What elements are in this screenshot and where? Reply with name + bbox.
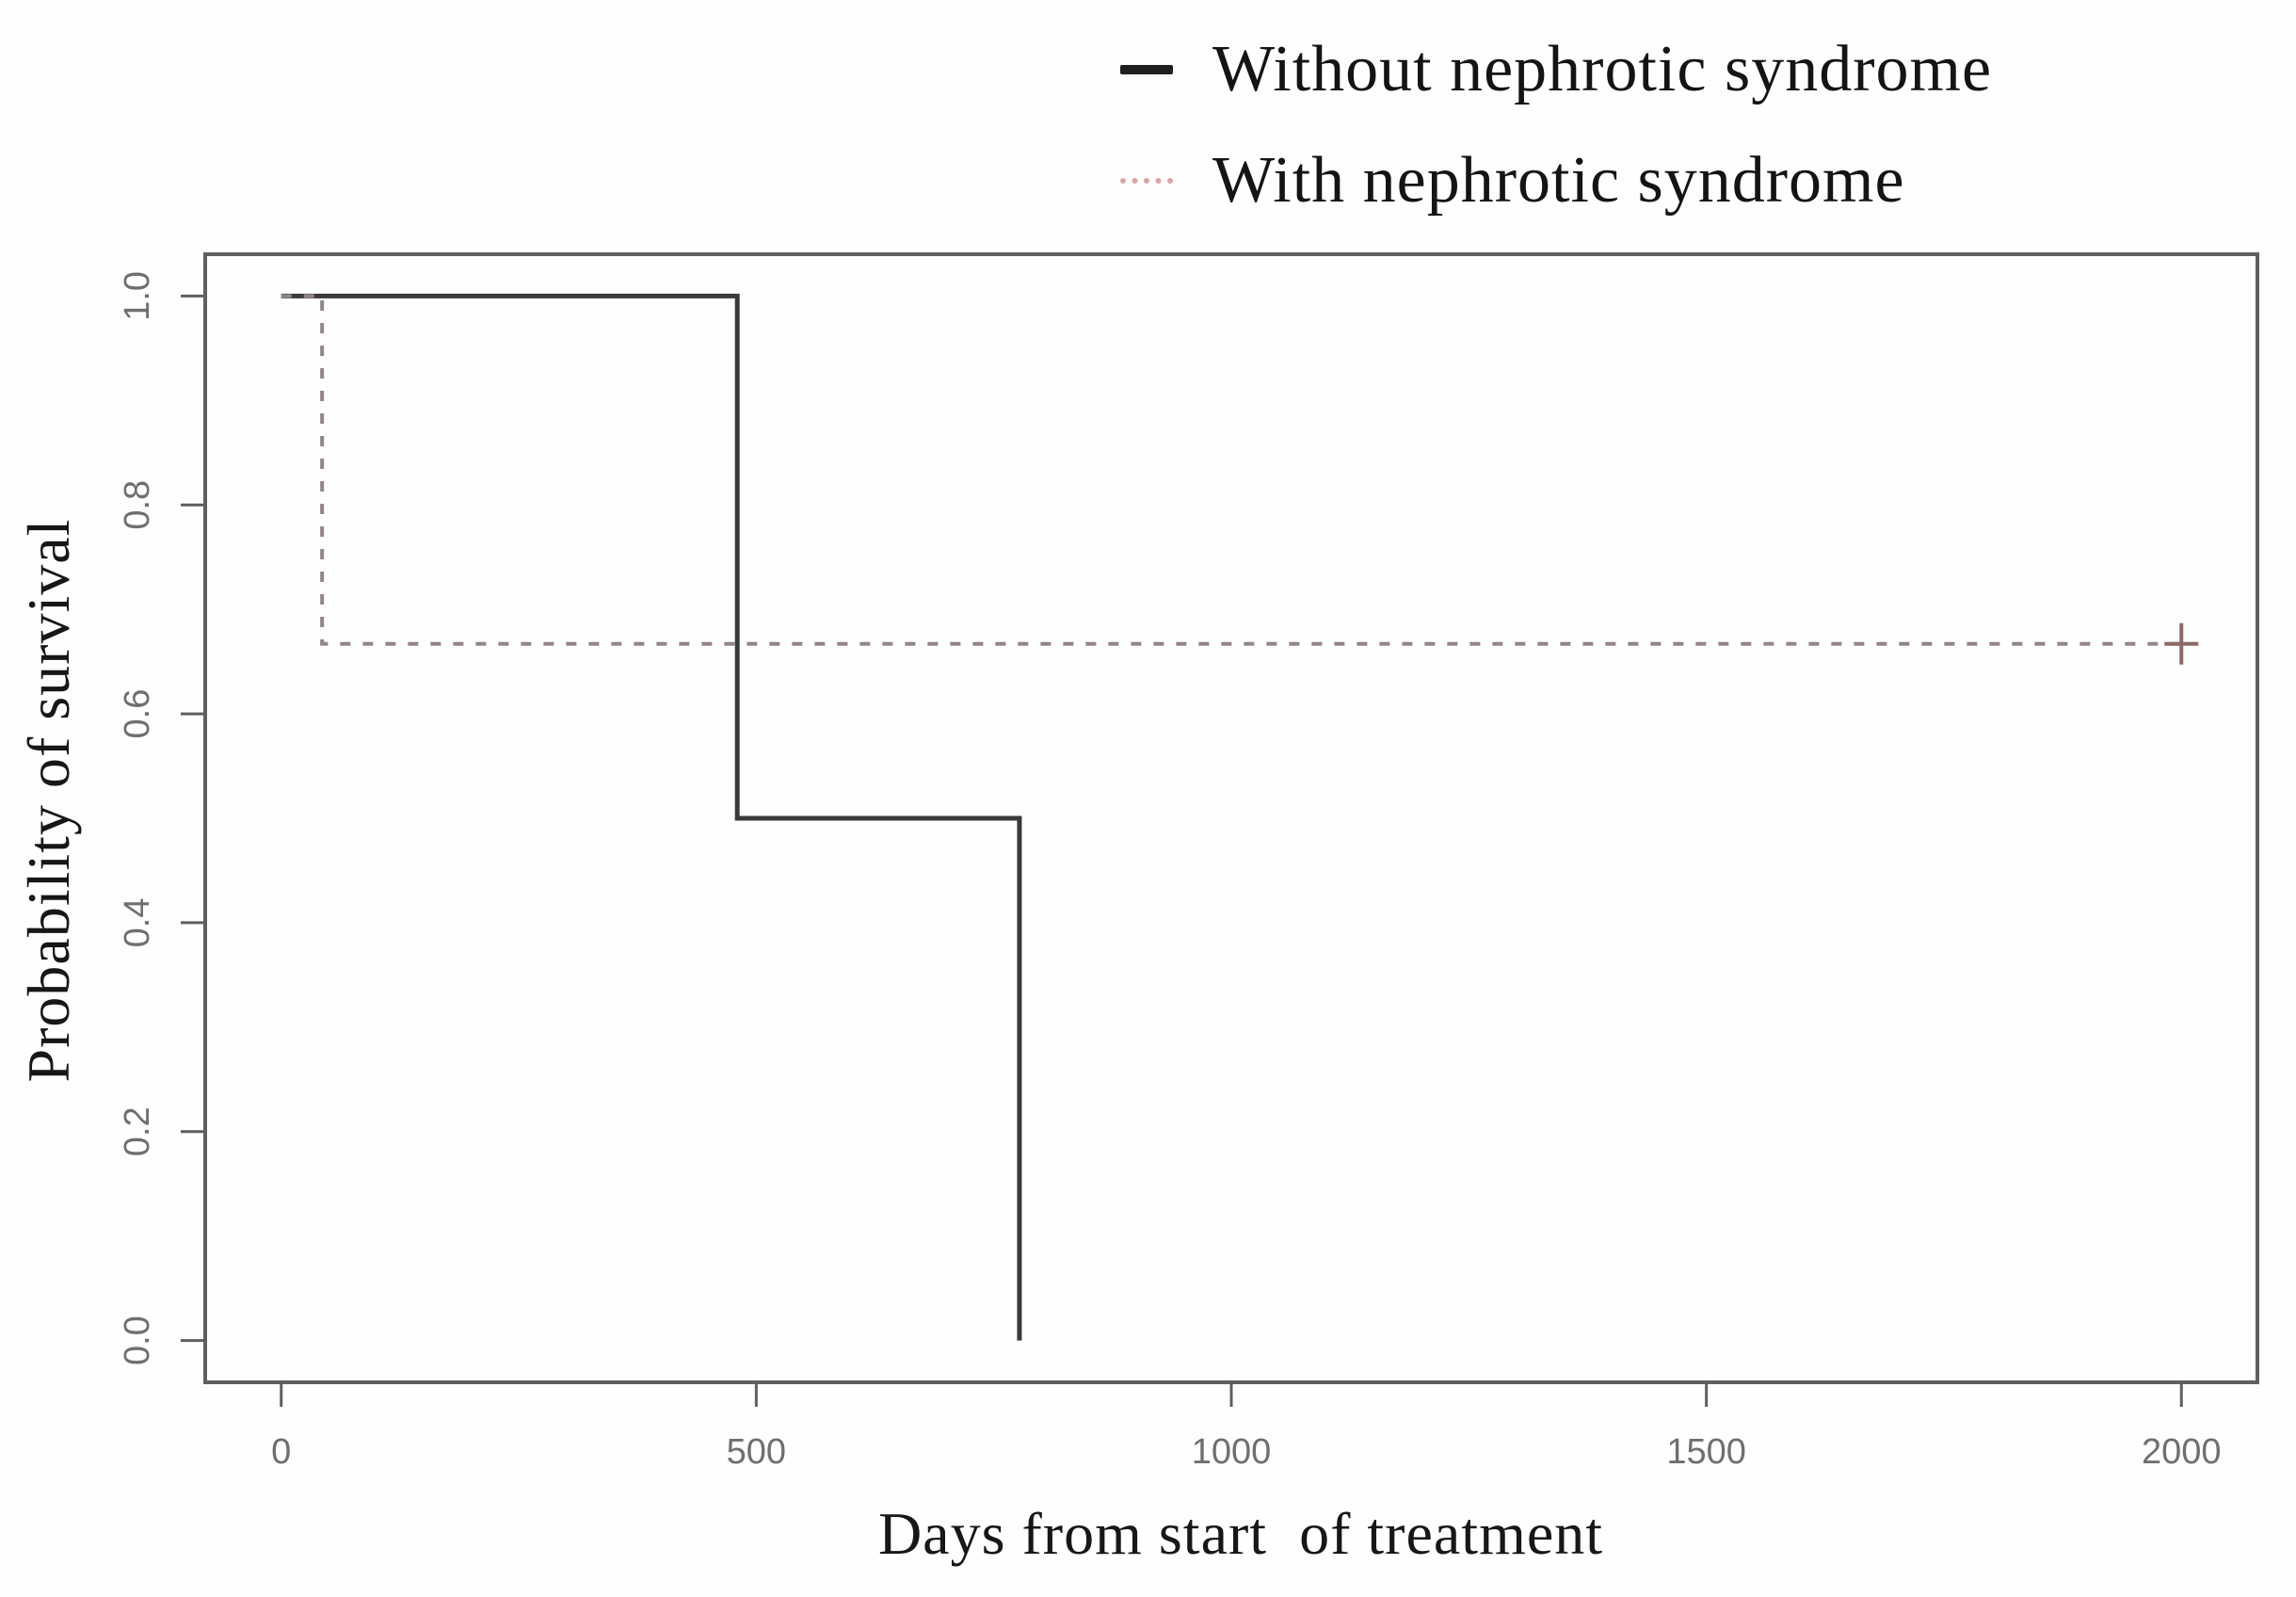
y-axis-tick-label: 0.2 — [118, 1106, 157, 1156]
y-axis-tick-label: 0.4 — [118, 898, 157, 948]
legend-label-without-ns: Without nephrotic syndrome — [1212, 33, 1993, 105]
y-axis-title: Probability of survival — [15, 518, 82, 1083]
y-axis-tick-label: 0.0 — [118, 1315, 157, 1365]
legend-item-with-nephrotic-syndrome: With nephrotic syndrome — [1120, 136, 1992, 226]
legend-item-without-nephrotic-syndrome: Without nephrotic syndrome — [1120, 24, 1992, 115]
x-axis-title: Days from start of treatment — [877, 1500, 1604, 1567]
x-axis-tick-label: 1000 — [1192, 1432, 1272, 1472]
x-axis-tick-label: 0 — [271, 1432, 291, 1472]
x-axis-tick-label: 2000 — [2142, 1432, 2222, 1472]
x-axis-tick-label: 1500 — [1666, 1432, 1746, 1472]
survival-curve-solid — [281, 293, 1022, 1341]
x-axis-tick-label: 500 — [727, 1432, 786, 1472]
legend-key-solid-line-icon — [1120, 65, 1173, 74]
y-axis-tick-label: 0.6 — [118, 689, 157, 739]
plot-border — [203, 252, 2259, 1384]
legend-key-dotted-line-icon — [1120, 178, 1173, 184]
chart-legend: Without nephrotic syndrome With nephroti… — [1120, 24, 1992, 226]
legend-label-with-ns: With nephrotic syndrome — [1212, 144, 1905, 217]
y-axis-tick-label: 0.8 — [118, 480, 157, 530]
survival-curve-dashed — [281, 294, 2182, 646]
y-axis-tick-label: 1.0 — [118, 271, 157, 321]
